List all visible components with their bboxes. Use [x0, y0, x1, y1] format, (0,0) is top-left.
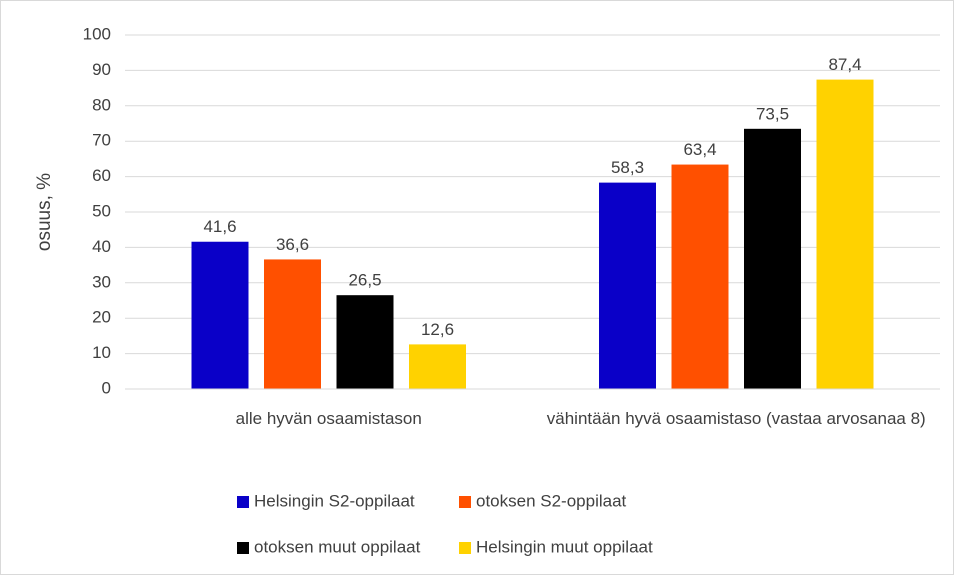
legend-swatch: [459, 542, 471, 554]
y-tick-label: 40: [92, 237, 111, 256]
bar: [671, 164, 729, 389]
x-tick-label-box: vähintään hyvä osaamistaso (vastaa arvos…: [546, 409, 926, 428]
bar: [816, 79, 874, 389]
y-tick-label: 30: [92, 272, 111, 291]
legend-label: otoksen muut oppilaat: [254, 537, 421, 556]
bar: [744, 128, 801, 389]
x-tick-label: alle hyvän osaamistason: [235, 409, 422, 428]
legend-swatch: [237, 496, 249, 508]
y-tick-label: 60: [92, 166, 111, 185]
legend-label: Helsingin muut oppilaat: [476, 537, 653, 556]
data-label: 41,6: [203, 217, 236, 236]
bar: [264, 259, 321, 389]
legend-swatch: [237, 542, 249, 554]
bar: [336, 295, 394, 389]
y-tick-label: 0: [102, 378, 111, 397]
bar: [191, 241, 249, 389]
x-tick-label-box: alle hyvän osaamistason: [235, 409, 422, 428]
data-label: 36,6: [276, 235, 309, 254]
y-axis-label: osuus, %: [34, 173, 55, 251]
data-label: 26,5: [348, 271, 381, 290]
y-tick-label: 80: [92, 95, 111, 114]
y-tick-label: 10: [92, 343, 111, 362]
data-label: 87,4: [828, 55, 861, 74]
y-tick-label: 20: [92, 308, 111, 327]
legend-label: otoksen S2-oppilaat: [476, 491, 627, 510]
bar: [409, 344, 466, 389]
y-tick-label: 90: [92, 60, 111, 79]
data-label: 63,4: [683, 140, 716, 159]
y-tick-label: 70: [92, 131, 111, 150]
legend-swatch: [459, 496, 471, 508]
data-label: 58,3: [611, 158, 644, 177]
data-label: 12,6: [421, 320, 454, 339]
x-tick-label: vähintään hyvä osaamistaso (vastaa arvos…: [546, 409, 926, 428]
legend-label: Helsingin S2-oppilaat: [254, 491, 415, 510]
bar: [599, 182, 656, 389]
data-label: 73,5: [756, 104, 789, 123]
y-tick-label: 50: [92, 201, 111, 220]
y-tick-label: 100: [83, 24, 111, 43]
